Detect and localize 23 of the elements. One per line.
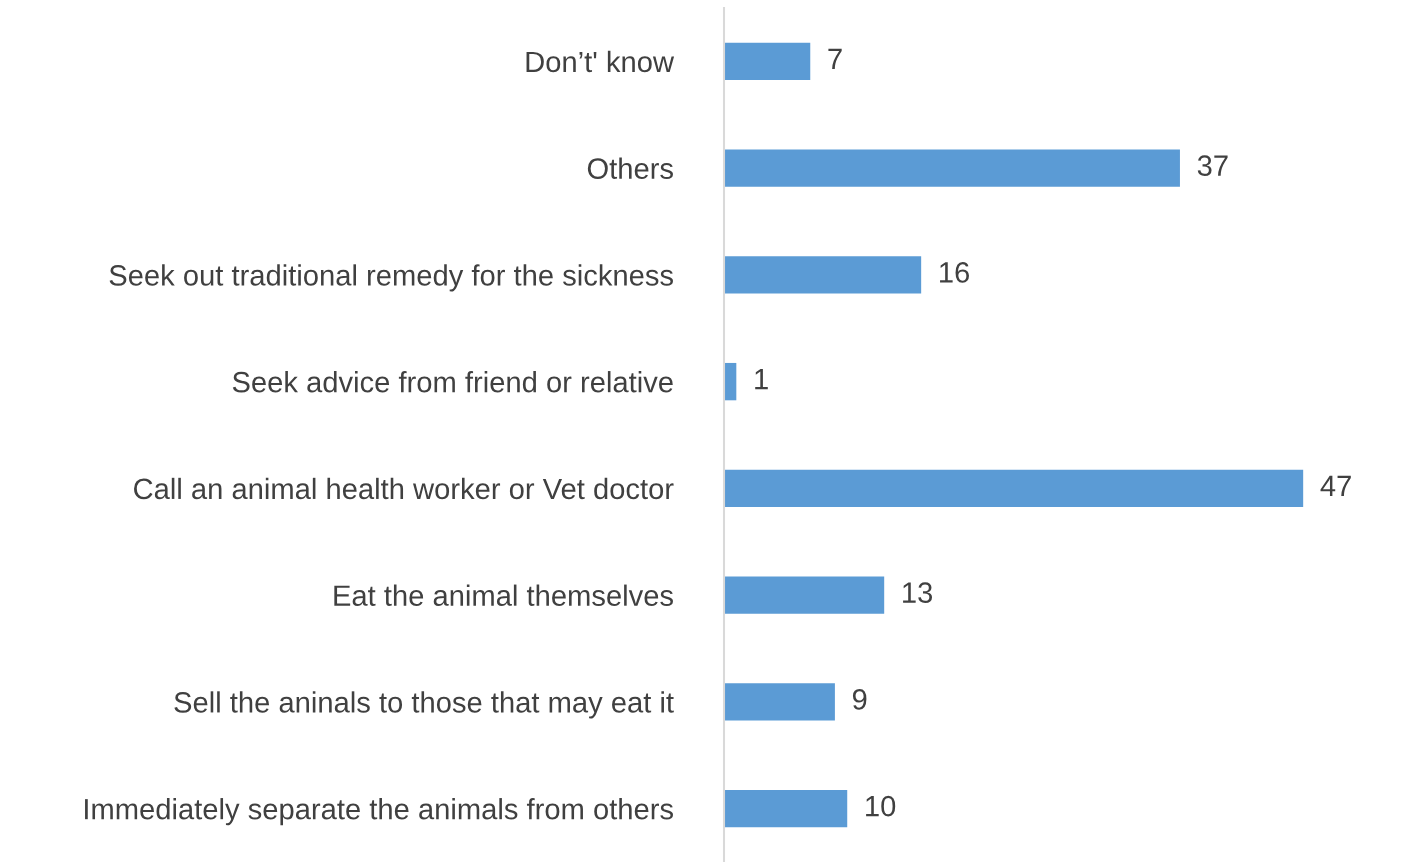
y-tick-label: Call an animal health worker or Vet doctor <box>134 477 674 500</box>
y-tick-label: Sell the aninals to those that may eat it <box>174 691 674 719</box>
y-tick-label: Immediately separate the animals from others <box>85 798 673 826</box>
bar <box>724 576 885 614</box>
data-label: 47 <box>1320 475 1351 496</box>
data-label: 7 <box>828 48 842 69</box>
bar <box>724 149 1180 187</box>
data-label: 37 <box>1197 155 1228 176</box>
y-tick-label: Seek out traditional remedy for the sickness <box>109 264 673 292</box>
bar <box>724 683 835 721</box>
y-tick-label: Eat the animal themselves <box>334 584 673 606</box>
data-label: 9 <box>852 689 867 710</box>
data-label: 16 <box>940 262 969 283</box>
data-label: 13 <box>903 582 933 603</box>
bar <box>724 789 848 828</box>
y-tick-label: Seek advice from friend or relative <box>232 371 673 393</box>
bar <box>724 256 922 294</box>
data-label: 1 <box>755 369 768 390</box>
bar <box>724 469 1304 508</box>
data-label: 10 <box>866 795 896 817</box>
bar <box>724 42 811 81</box>
y-tick-label: Others <box>587 157 673 179</box>
y-tick-label: Don’t' know <box>526 50 675 73</box>
